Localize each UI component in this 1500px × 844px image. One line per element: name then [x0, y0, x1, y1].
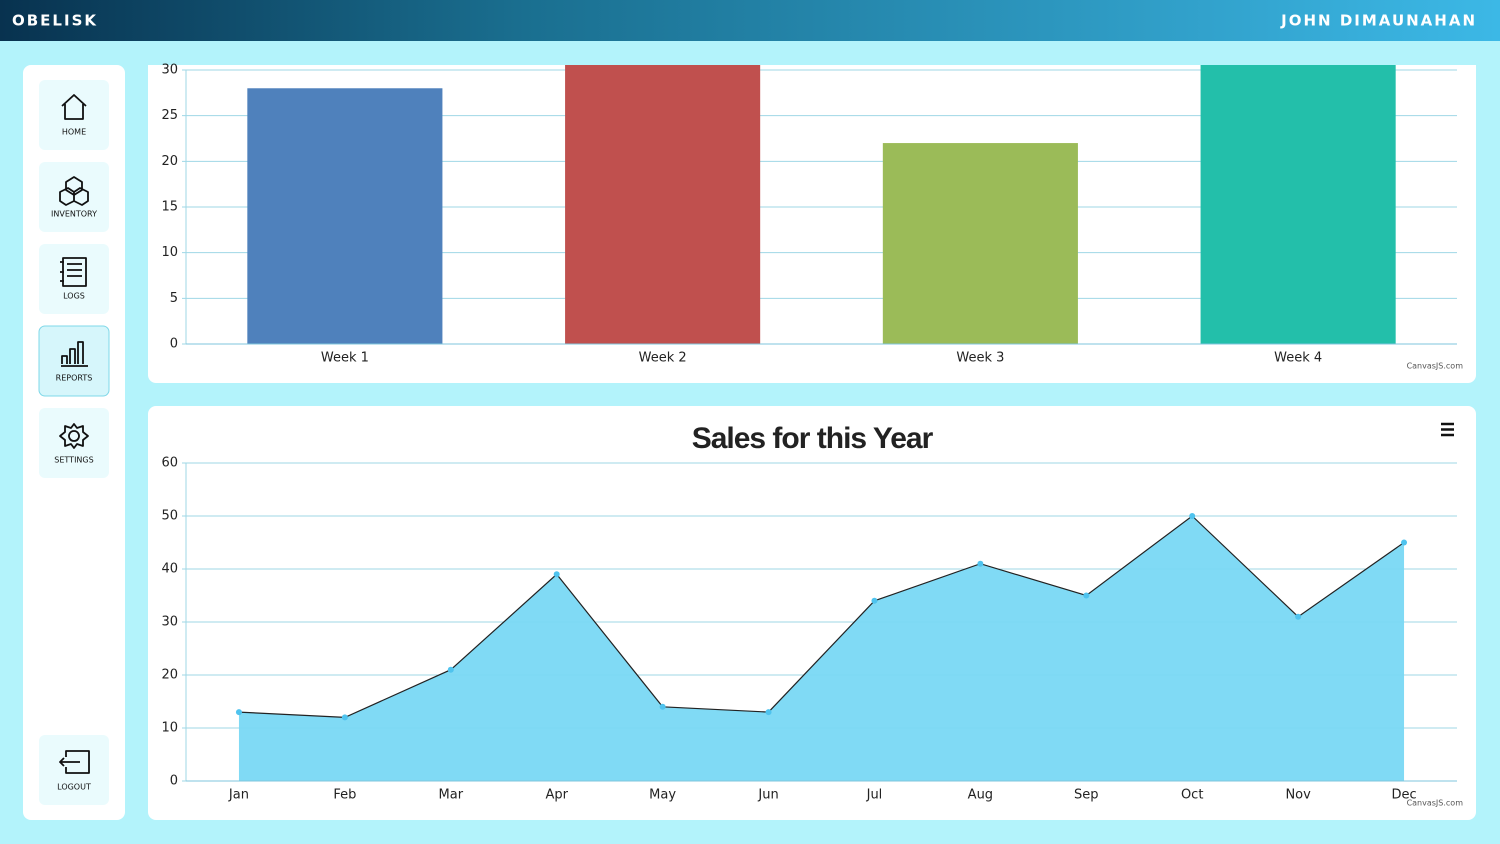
- y-tick-label: 10: [161, 721, 178, 736]
- nav-button[interactable]: [39, 80, 109, 150]
- credit: CanvasJS.com: [1407, 362, 1464, 371]
- nav-label: LOGOUT: [57, 783, 91, 792]
- nav-label: INVENTORY: [51, 210, 97, 219]
- y-tick-label: 10: [161, 245, 178, 260]
- data-point: [1189, 513, 1196, 519]
- y-tick-label: 20: [161, 154, 178, 169]
- scroll-gap: [0, 41, 1500, 65]
- y-tick-label: 30: [161, 615, 178, 630]
- x-tick-label: Oct: [1181, 788, 1203, 803]
- x-tick-label: May: [649, 788, 676, 803]
- user-name[interactable]: JOHN DIMAUNAHAN: [1280, 12, 1477, 30]
- x-tick-label: Jan: [228, 788, 249, 803]
- credit: CanvasJS.com: [1407, 799, 1464, 808]
- bar-card: [148, 41, 1476, 383]
- nav-icon: [59, 750, 90, 774]
- y-tick-label: 60: [161, 456, 178, 471]
- nav-icon: [61, 341, 88, 367]
- x-tick-label: Jun: [757, 788, 778, 803]
- nav-label: LOGS: [63, 292, 85, 301]
- nav-icon: [59, 423, 89, 449]
- nav-button[interactable]: [39, 735, 109, 805]
- x-tick-label: Week 1: [321, 351, 369, 366]
- data-point: [765, 709, 772, 716]
- x-tick-label: Week 4: [1274, 351, 1322, 366]
- header-bar: [0, 0, 1500, 41]
- y-tick-label: 25: [161, 108, 178, 123]
- nav-label: SETTINGS: [54, 456, 93, 465]
- x-tick-label: Nov: [1285, 788, 1311, 803]
- nav-icon: [61, 94, 87, 120]
- data-point: [1083, 592, 1090, 599]
- brand: OBELISK: [12, 12, 98, 30]
- x-tick-label: Week 2: [639, 351, 687, 366]
- data-point: [1295, 613, 1302, 620]
- data-point: [659, 703, 666, 710]
- area-line: [238, 515, 1405, 719]
- y-tick-label: 30: [161, 63, 178, 78]
- bar: [565, 65, 761, 344]
- nav-item[interactable]: SETTINGS: [39, 408, 109, 478]
- data-point: [235, 709, 242, 716]
- x-tick-label: Week 3: [956, 351, 1004, 366]
- nav-item[interactable]: INVENTORY: [39, 162, 109, 232]
- x-tick-label: Sep: [1074, 788, 1099, 803]
- x-tick-label: Feb: [333, 788, 356, 803]
- bar: [1200, 65, 1396, 344]
- data-point: [977, 560, 984, 567]
- y-tick-label: 20: [161, 668, 178, 683]
- nav-label: REPORTS: [56, 374, 93, 383]
- nav-button[interactable]: [39, 408, 109, 478]
- nav-icon: [60, 257, 87, 287]
- y-tick-label: 0: [170, 774, 178, 789]
- chart-menu[interactable]: [1441, 422, 1454, 437]
- area-fill: [238, 516, 1405, 781]
- nav-button[interactable]: [38, 325, 110, 397]
- x-tick-label: Jul: [866, 788, 883, 803]
- x-tick-label: Mar: [439, 788, 464, 803]
- nav-icon: [59, 176, 89, 206]
- y-tick-label: 15: [161, 200, 178, 215]
- data-point: [447, 666, 454, 673]
- bar: [247, 88, 443, 345]
- y-tick-label: 5: [170, 291, 178, 306]
- data-point: [871, 597, 878, 604]
- nav-item[interactable]: HOME: [39, 80, 109, 150]
- data-point: [1401, 539, 1408, 546]
- nav-item[interactable]: LOGS: [39, 244, 109, 314]
- x-tick-label: Dec: [1391, 788, 1416, 803]
- nav-button[interactable]: [39, 244, 109, 314]
- nav-item[interactable]: REPORTS: [38, 325, 110, 397]
- y-tick-label: 40: [161, 562, 178, 577]
- nav-item[interactable]: LOGOUT: [39, 735, 109, 805]
- chart-title: Sales for this Year: [692, 422, 934, 455]
- y-tick-label: 50: [161, 509, 178, 524]
- bar: [882, 143, 1078, 344]
- x-tick-label: Aug: [968, 788, 993, 803]
- data-point: [553, 571, 560, 578]
- y-tick-label: 0: [170, 337, 178, 352]
- data-point: [341, 714, 348, 721]
- x-tick-label: Apr: [545, 788, 568, 803]
- nav-label: HOME: [62, 128, 86, 137]
